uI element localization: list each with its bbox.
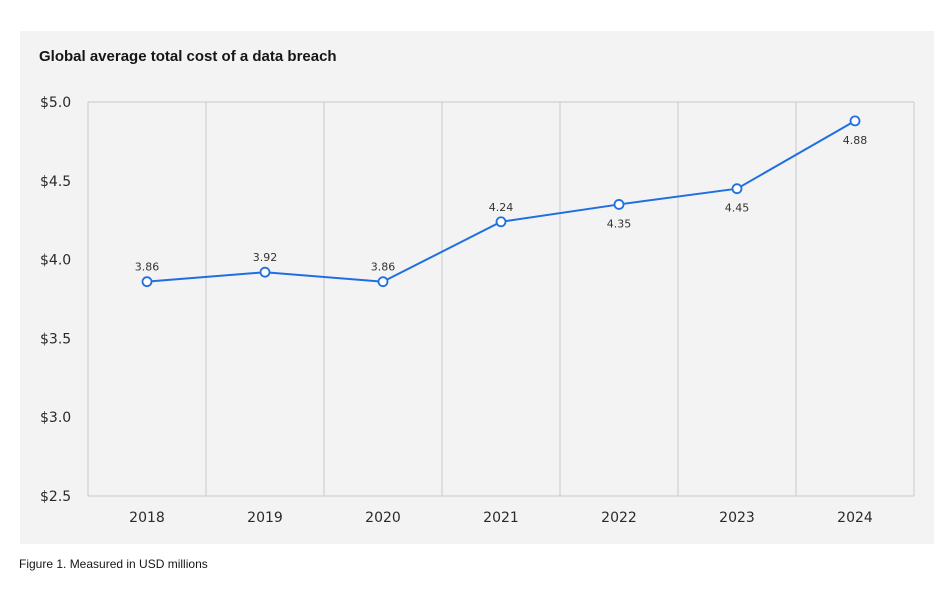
x-tick-label: 2020 — [365, 510, 401, 526]
x-tick-label: 2019 — [247, 510, 283, 526]
y-tick-label: $2.5 — [40, 489, 71, 505]
y-tick-label: $4.0 — [40, 253, 71, 269]
data-point — [495, 216, 507, 228]
data-point — [141, 276, 153, 288]
data-label: 4.35 — [607, 217, 632, 230]
data-point — [377, 276, 389, 288]
x-tick-label: 2023 — [719, 510, 755, 526]
data-point — [259, 266, 271, 278]
y-tick-label: $3.5 — [40, 331, 71, 347]
data-label: 4.88 — [843, 134, 868, 147]
x-tick-label: 2024 — [837, 510, 873, 526]
data-label: 3.92 — [253, 251, 278, 264]
data-label: 4.45 — [725, 202, 750, 215]
data-point — [731, 183, 743, 195]
data-point — [849, 115, 861, 127]
data-point — [613, 199, 625, 210]
y-tick-label: $3.0 — [40, 410, 71, 426]
chart-panel — [20, 31, 934, 544]
chart-title: Global average total cost of a data brea… — [39, 48, 337, 65]
x-tick-label: 2018 — [129, 510, 165, 526]
data-label: 3.86 — [371, 261, 396, 274]
x-tick-label: 2021 — [483, 510, 519, 526]
data-label: 3.86 — [135, 261, 160, 274]
y-tick-label: $4.5 — [40, 174, 71, 190]
data-label: 4.24 — [489, 201, 514, 214]
y-tick-label: $5.0 — [40, 95, 71, 111]
x-tick-label: 2022 — [601, 510, 637, 526]
figure-caption: Figure 1. Measured in USD millions — [19, 557, 208, 571]
